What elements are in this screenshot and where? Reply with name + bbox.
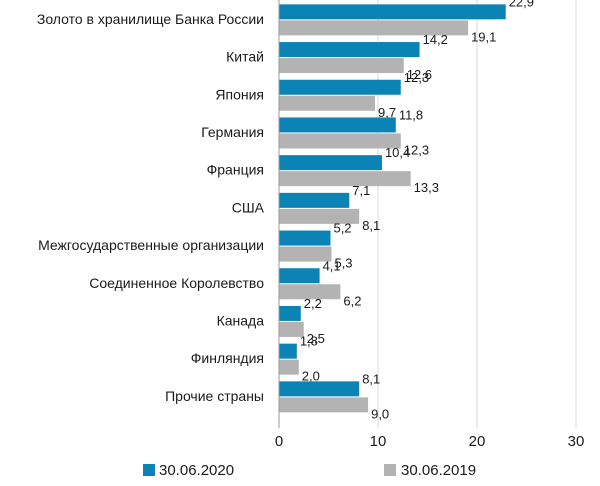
data-label-2019: 2,0 xyxy=(302,369,320,384)
legend-swatch-2020 xyxy=(143,464,155,476)
bar-2020 xyxy=(279,155,382,171)
data-label-2020: 14,2 xyxy=(423,32,448,47)
bar-2020 xyxy=(279,305,301,321)
data-label-2019: 6,2 xyxy=(343,293,361,308)
bar-2019 xyxy=(279,208,360,224)
category-label: Прочие страны xyxy=(165,388,264,404)
bar-2019 xyxy=(279,133,401,149)
category-label: Германия xyxy=(201,124,264,140)
x-tick-label: 0 xyxy=(275,433,283,450)
bar-2019 xyxy=(279,359,299,375)
bar-2019 xyxy=(279,20,469,36)
bar-2020 xyxy=(279,4,506,20)
category-label: Канада xyxy=(217,312,265,328)
data-label-2020: 2,2 xyxy=(304,296,322,311)
data-label-2020: 11,8 xyxy=(399,107,423,122)
bar-2020 xyxy=(279,230,331,246)
bar-2020 xyxy=(279,79,401,95)
legend-label-2020: 30.06.2020 xyxy=(159,462,234,479)
category-label: США xyxy=(232,199,265,215)
category-label: Финляндия xyxy=(191,350,264,366)
data-label-2020: 4,1 xyxy=(323,258,341,273)
category-label: Золото в хранилище Банка России xyxy=(37,11,264,27)
category-label: Япония xyxy=(215,86,264,102)
x-tick-label: 10 xyxy=(370,433,387,450)
data-label-2020: 7,1 xyxy=(352,183,370,198)
data-label-2020: 1,8 xyxy=(300,334,318,349)
category-label: Китай xyxy=(226,49,264,65)
x-tick-label: 30 xyxy=(568,433,585,450)
legend-swatch-2019 xyxy=(384,464,396,476)
bar-2019 xyxy=(279,284,341,300)
bar-2020 xyxy=(279,268,320,284)
bar-2019 xyxy=(279,246,332,262)
data-label-2019: 12,6 xyxy=(407,67,432,82)
data-label-2020: 8,1 xyxy=(362,371,380,386)
bar-2020 xyxy=(279,343,297,359)
x-tick-label: 20 xyxy=(469,433,486,450)
data-label-2019: 2,5 xyxy=(307,331,325,346)
data-label-2019: 13,3 xyxy=(414,180,439,195)
bar-2019 xyxy=(279,95,376,111)
bar-2019 xyxy=(279,397,369,413)
bar-2020 xyxy=(279,192,350,208)
data-label-2020: 22,9 xyxy=(509,0,534,9)
bar-2020 xyxy=(279,42,420,58)
data-label-2020: 5,2 xyxy=(333,221,351,236)
data-label-2019: 9,7 xyxy=(378,105,396,120)
data-label-2019: 19,1 xyxy=(471,29,496,44)
category-label: Соединенное Королевство xyxy=(89,275,264,291)
data-label-2019: 12,3 xyxy=(404,142,429,157)
data-label-2020: 10,4 xyxy=(385,145,410,160)
bar-2020 xyxy=(279,381,360,397)
bar-2020 xyxy=(279,117,396,133)
bar-2019 xyxy=(279,321,304,337)
data-label-2019: 8,1 xyxy=(362,218,380,233)
data-label-2020: 12,3 xyxy=(404,70,429,85)
data-label-2019: 5,3 xyxy=(334,256,352,271)
bar-2019 xyxy=(279,171,411,187)
category-label: Межгосударственные организации xyxy=(38,237,264,253)
category-label: Франция xyxy=(207,162,264,178)
data-label-2019: 9,0 xyxy=(371,406,389,421)
legend-label-2019: 30.06.2019 xyxy=(401,462,476,479)
bar-2019 xyxy=(279,58,404,74)
